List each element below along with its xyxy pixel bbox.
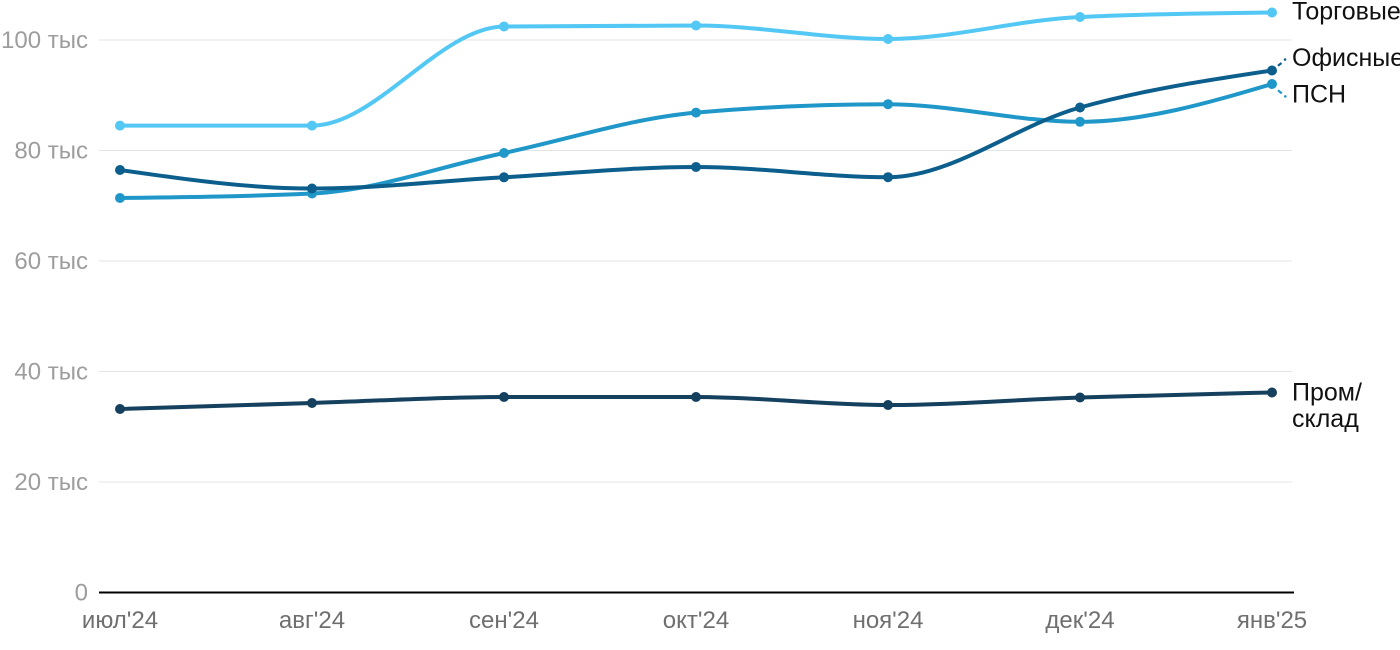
svg-text:20 тыс: 20 тыс <box>14 469 88 496</box>
svg-text:окт'24: окт'24 <box>663 607 729 634</box>
svg-text:ноя'24: ноя'24 <box>853 607 924 634</box>
svg-text:40 тыс: 40 тыс <box>14 359 88 386</box>
svg-text:80 тыс: 80 тыс <box>14 138 88 165</box>
svg-text:Пром/: Пром/ <box>1292 379 1362 407</box>
svg-text:склад: склад <box>1292 405 1359 433</box>
svg-text:авг'24: авг'24 <box>279 607 345 634</box>
svg-text:60 тыс: 60 тыс <box>14 248 88 275</box>
svg-text:Торговые: Торговые <box>1292 0 1400 26</box>
svg-text:июл'24: июл'24 <box>82 607 158 634</box>
svg-text:сен'24: сен'24 <box>469 607 539 634</box>
svg-text:100 тыс: 100 тыс <box>1 27 88 54</box>
svg-text:дек'24: дек'24 <box>1045 607 1114 634</box>
svg-text:ПСН: ПСН <box>1292 81 1346 109</box>
svg-text:янв'25: янв'25 <box>1237 607 1307 634</box>
svg-text:0: 0 <box>75 580 88 607</box>
svg-text:Офисные: Офисные <box>1292 44 1400 72</box>
